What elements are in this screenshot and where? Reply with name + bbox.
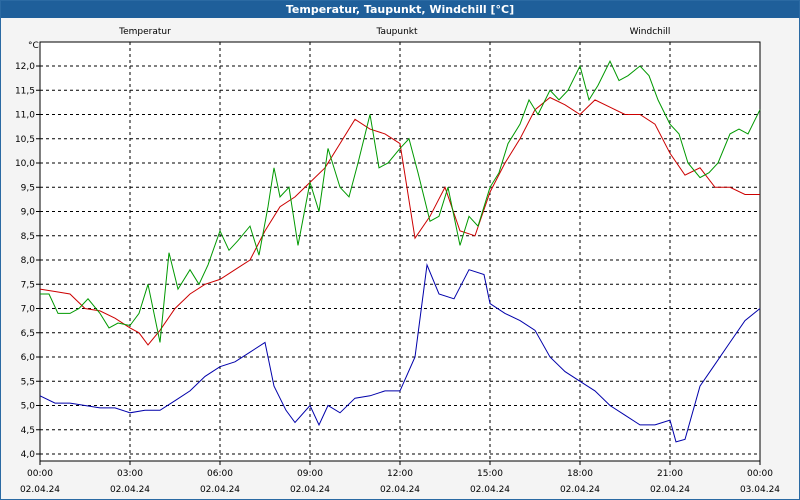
x-tick-date: 02.04.24 bbox=[560, 485, 600, 495]
y-tick-label: 12,0 bbox=[15, 62, 35, 72]
y-tick-label: 8,0 bbox=[21, 256, 36, 266]
y-tick-label: 10,5 bbox=[15, 135, 35, 145]
x-tick-time: 00:00 bbox=[747, 469, 773, 479]
y-tick-label: 11,0 bbox=[15, 111, 35, 121]
x-tick-time: 00:00 bbox=[27, 469, 53, 479]
legend-windchill: Windchill bbox=[630, 27, 671, 37]
x-tick-date: 02.04.24 bbox=[200, 485, 240, 495]
legend-temperatur: Temperatur bbox=[118, 27, 171, 37]
series-lines bbox=[39, 60, 761, 443]
x-tick-date: 02.04.24 bbox=[380, 485, 420, 495]
x-tick-date: 02.04.24 bbox=[20, 485, 60, 495]
y-tick-label: 7,5 bbox=[21, 280, 35, 290]
x-tick-date: 02.04.24 bbox=[650, 485, 690, 495]
x-axis-ticks: 00:00 02.04.24 03:00 02.04.24 06:00 02.04.24 0… bbox=[20, 461, 780, 495]
series-line-temperatur bbox=[39, 96, 760, 346]
y-tick-label: 5,5 bbox=[21, 377, 35, 387]
x-tick-time: 03:00 bbox=[117, 469, 143, 479]
y-tick-label: 6,5 bbox=[21, 329, 35, 339]
x-tick-date: 02.04.24 bbox=[110, 485, 150, 495]
x-tick-date: 02.04.24 bbox=[290, 485, 330, 495]
y-tick-label: 5,0 bbox=[21, 402, 36, 412]
legend: Temperatur Taupunkt Windchill bbox=[118, 27, 670, 37]
x-tick-date: 03.04.24 bbox=[740, 485, 780, 495]
x-tick-time: 18:00 bbox=[567, 469, 593, 479]
x-tick-time: 12:00 bbox=[387, 469, 413, 479]
y-tick-label: 4,0 bbox=[21, 450, 36, 460]
y-axis-ticks: 4,0 4,5 5,0 5,5 6,0 6,5 7,0 7,5 8,0 8,5 9,0 9,5 10,0… bbox=[15, 62, 40, 460]
y-axis-label: °C bbox=[28, 41, 39, 51]
y-tick-label: 6,0 bbox=[21, 353, 36, 363]
y-tick-label: 9,0 bbox=[21, 208, 36, 218]
series-line-windchill bbox=[40, 60, 761, 343]
legend-taupunkt: Taupunkt bbox=[375, 27, 418, 37]
y-tick-label: 8,5 bbox=[21, 232, 35, 242]
x-tick-time: 15:00 bbox=[477, 469, 503, 479]
series-line-taupunkt bbox=[39, 262, 761, 443]
y-tick-label: 11,5 bbox=[15, 86, 35, 96]
y-tick-label: 9,5 bbox=[21, 183, 35, 193]
y-tick-label: 10,0 bbox=[15, 159, 35, 169]
x-tick-time: 09:00 bbox=[297, 469, 323, 479]
x-tick-date: 02.04.24 bbox=[470, 485, 510, 495]
y-tick-label: 4,5 bbox=[21, 426, 35, 436]
y-tick-label: 7,0 bbox=[21, 305, 36, 315]
x-tick-time: 06:00 bbox=[207, 469, 233, 479]
chart-title: Temperatur, Taupunkt, Windchill [°C] bbox=[1, 1, 799, 18]
x-tick-time: 21:00 bbox=[657, 469, 683, 479]
